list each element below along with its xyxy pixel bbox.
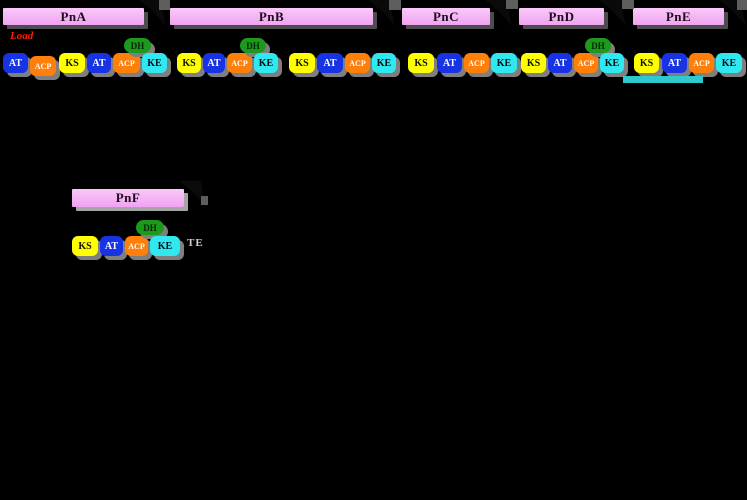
domain-acp: ACP <box>125 236 148 256</box>
gene-label: PnC <box>432 8 460 24</box>
gene-arrow-pnd: PnD <box>519 8 604 25</box>
domain-dh: DH <box>240 38 266 53</box>
arrowhead-shadow-mark <box>201 196 208 205</box>
loading-module-label: Load <box>10 30 34 42</box>
te-domain-label: TE <box>187 237 204 249</box>
domain-ks: KS <box>59 53 85 73</box>
arrowhead-shadow-mark <box>506 0 518 9</box>
domain-ke: KE <box>491 53 517 73</box>
arrowhead-shadow-mark <box>737 0 747 10</box>
domain-at: AT <box>87 53 111 73</box>
domain-at: AT <box>3 53 28 73</box>
domain-at: AT <box>548 53 572 73</box>
domain-ks: KS <box>634 53 659 73</box>
domain-ks: KS <box>408 53 434 73</box>
domain-ke: KE <box>716 53 742 73</box>
domain-ke: KE <box>142 53 167 73</box>
gene-arrow-pnf: PnF <box>72 189 184 207</box>
gene-label: PnF <box>115 190 141 205</box>
gene-label: PnA <box>60 8 87 24</box>
domain-at: AT <box>203 53 225 73</box>
domain-acp: ACP <box>113 53 140 73</box>
gene-arrow-pna: PnA <box>3 8 144 25</box>
arrowhead-shadow-mark <box>389 0 401 10</box>
gene-arrow-pnb: PnB <box>170 8 373 25</box>
domain-at: AT <box>437 53 462 73</box>
domain-acp: ACP <box>227 53 252 73</box>
arrowhead-shadow-mark <box>159 0 170 10</box>
domain-acp: ACP <box>345 53 370 73</box>
gene-label: PnB <box>258 8 285 24</box>
domain-acp: ACP <box>689 53 714 73</box>
domain-dh: DH <box>585 38 611 53</box>
domain-acp: ACP <box>574 53 598 73</box>
domain-at: AT <box>662 53 687 73</box>
domain-at: AT <box>317 53 343 73</box>
domain-ks: KS <box>177 53 201 73</box>
gene-label: PnE <box>665 8 692 24</box>
domain-ke: KE <box>150 236 180 256</box>
domain-acp: ACP <box>464 53 489 73</box>
domain-dh: DH <box>136 220 164 235</box>
domain-ke: KE <box>372 53 396 73</box>
domain-ke: KE <box>600 53 624 73</box>
domain-ks: KS <box>72 236 98 256</box>
domain-at: AT <box>100 236 123 256</box>
domain-ke: KE <box>254 53 278 73</box>
domain-acp: ACP <box>30 56 56 76</box>
gene-arrow-pne: PnE <box>633 8 724 25</box>
gene-arrow-pnc: PnC <box>402 8 490 25</box>
domain-ks: KS <box>289 53 315 73</box>
gene-label: PnD <box>548 8 575 24</box>
domain-ks: KS <box>521 53 546 73</box>
domain-dh: DH <box>124 38 151 53</box>
arrowhead-shadow-mark <box>622 0 634 9</box>
cyan-smear-artifact <box>623 76 703 83</box>
